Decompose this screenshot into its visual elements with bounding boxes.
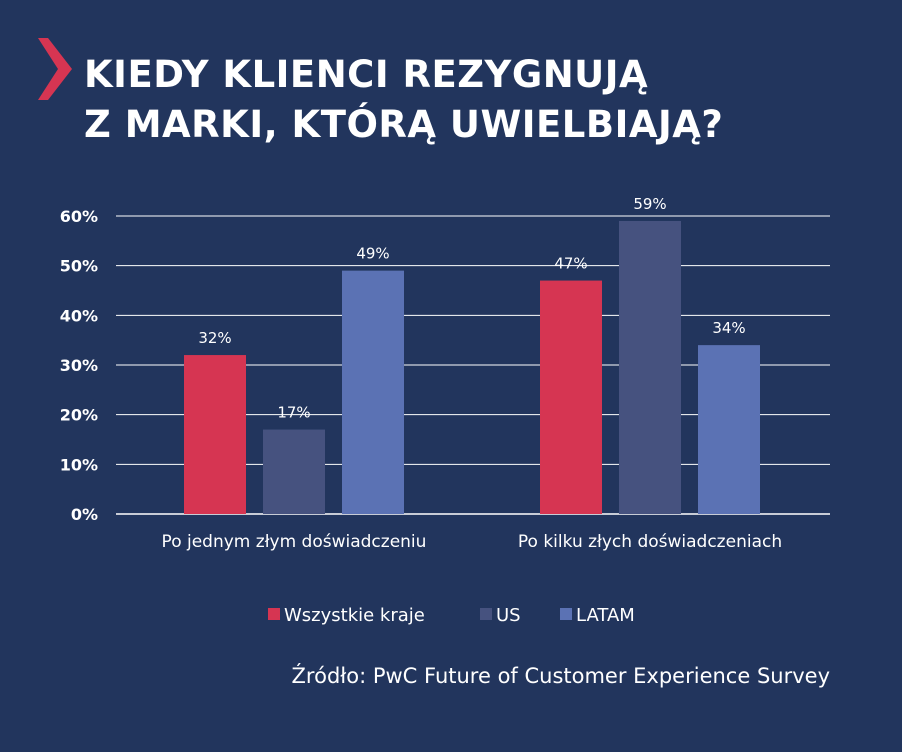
- y-tick-label: 0%: [71, 505, 98, 524]
- data-label: 34%: [712, 319, 745, 337]
- legend-swatch: [268, 608, 280, 620]
- title-line-2: Z MARKI, KTÓRĄ UWIELBIAJĄ?: [84, 103, 724, 146]
- legend-label: Wszystkie kraje: [284, 605, 425, 626]
- legend-label: LATAM: [576, 605, 635, 626]
- bar: [619, 220, 681, 514]
- legend-swatch: [560, 608, 572, 620]
- data-label: 47%: [554, 255, 587, 273]
- source-note: Źródło: PwC Future of Customer Experienc…: [291, 664, 830, 688]
- y-tick-label: 60%: [60, 207, 98, 226]
- bar: [698, 345, 760, 514]
- bar: [184, 355, 246, 514]
- x-category-label: Po jednym złym doświadczeniu: [162, 532, 427, 552]
- y-tick-label: 50%: [60, 257, 98, 276]
- title-line-1: KIEDY KLIENCI REZYGNUJĄ: [84, 53, 649, 96]
- data-label: 32%: [198, 329, 231, 347]
- legend-label: US: [496, 605, 521, 626]
- bar: [263, 429, 325, 514]
- bar: [540, 280, 602, 514]
- y-tick-label: 10%: [60, 455, 98, 474]
- y-tick-label: 30%: [60, 356, 98, 375]
- y-tick-label: 40%: [60, 306, 98, 325]
- data-label: 59%: [633, 195, 666, 213]
- chevron-icon: [38, 38, 72, 100]
- page-title: KIEDY KLIENCI REZYGNUJĄ Z MARKI, KTÓRĄ U…: [84, 50, 723, 150]
- data-label: 49%: [356, 245, 389, 263]
- data-label: 17%: [277, 404, 310, 422]
- bar: [342, 270, 404, 514]
- y-tick-label: 20%: [60, 406, 98, 425]
- legend-swatch: [480, 608, 492, 620]
- x-category-label: Po kilku złych doświadczeniach: [518, 532, 782, 552]
